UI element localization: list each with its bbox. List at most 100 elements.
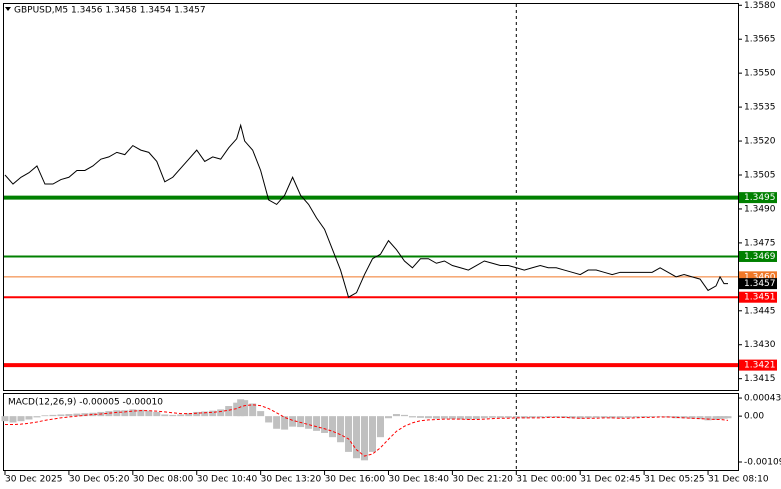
macd-bar — [81, 413, 89, 417]
macd-bar — [640, 416, 648, 418]
y-tick-label: 0.00 — [744, 412, 764, 422]
macd-bar — [337, 416, 345, 443]
y-tick-label: 1.3505 — [744, 171, 776, 181]
macd-bar — [289, 416, 297, 427]
x-tick-label: 31 Dec 02:45 — [580, 475, 641, 485]
macd-bar — [552, 416, 560, 418]
macd-bar — [520, 416, 528, 419]
macd-bar — [33, 416, 41, 418]
x-tick-label: 30 Dec 13:20 — [261, 475, 322, 485]
level-label: 1.3460 — [744, 272, 776, 282]
y-tick-label: 1.3490 — [744, 204, 776, 214]
macd-bar — [209, 410, 217, 417]
macd-bar — [145, 410, 153, 417]
macd-bar — [712, 416, 720, 420]
level-label: 1.3421 — [744, 361, 776, 371]
macd-bar — [704, 416, 712, 421]
level-label: 1.3451 — [744, 293, 776, 303]
macd-bar — [724, 416, 732, 419]
x-tick-label: 30 Dec 2025 — [5, 475, 63, 485]
macd-bar — [496, 416, 504, 418]
x-tick-label: 30 Dec 16:00 — [325, 475, 386, 485]
y-tick-label: -0.00109 — [744, 458, 781, 468]
macd-bar — [368, 416, 376, 452]
macd-bar — [648, 416, 656, 417]
x-tick-label: 30 Dec 18:40 — [388, 475, 449, 485]
macd-bar — [113, 410, 121, 417]
macd-bar — [472, 416, 480, 420]
macd-bar — [201, 411, 209, 417]
macd-bar — [1, 416, 9, 422]
macd-bar — [217, 409, 225, 417]
level-label: 1.3495 — [744, 193, 776, 203]
macd-bar — [249, 403, 257, 417]
macd-bar — [57, 414, 65, 417]
macd-bar — [281, 416, 289, 430]
macd-bar — [193, 411, 201, 417]
macd-bar — [137, 409, 145, 417]
macd-bar — [49, 414, 57, 417]
macd-bar — [568, 416, 576, 419]
title-marker — [5, 7, 11, 11]
macd-bar — [528, 416, 536, 418]
level-label-bg — [739, 250, 777, 262]
macd-bar — [345, 416, 353, 452]
macd-title: MACD(12,26,9) -0.00005 -0.00010 — [8, 398, 163, 408]
macd-bar — [65, 414, 73, 417]
y-tick-label: 1.3565 — [744, 35, 776, 45]
chart-title: GBPUSD,M5 1.3456 1.3458 1.3454 1.3457 — [14, 6, 206, 16]
current-price-label: 1.3457 — [744, 279, 776, 289]
macd-bar — [696, 416, 704, 420]
macd-bar — [504, 416, 512, 418]
macd-bar — [416, 416, 424, 418]
macd-bar — [592, 416, 600, 418]
macd-bar — [512, 416, 520, 418]
current-price-bg — [739, 278, 777, 290]
macd-bar — [273, 416, 281, 429]
macd-bar — [89, 412, 97, 417]
macd-bar — [448, 416, 456, 420]
macd-bar — [329, 416, 337, 438]
y-tick-label: 1.3535 — [744, 103, 776, 113]
macd-bar — [456, 416, 464, 420]
macd-bar — [632, 416, 640, 418]
macd-bar — [313, 416, 321, 431]
y-tick-label: 1.3415 — [744, 374, 776, 384]
macd-bar — [153, 411, 161, 417]
macd-bar — [392, 414, 400, 417]
macd-bar — [105, 411, 113, 417]
level-label-bg — [739, 192, 777, 204]
macd-bar — [408, 416, 416, 418]
macd-bar — [584, 416, 592, 419]
macd-bar — [361, 416, 369, 461]
macd-bar — [321, 416, 329, 433]
price-line — [4, 123, 729, 298]
y-tick-label: 1.3550 — [744, 69, 776, 79]
macd-bar — [720, 416, 728, 419]
level-label-bg — [739, 271, 777, 283]
macd-panel — [3, 393, 739, 471]
macd-bar — [376, 416, 384, 438]
macd-bar — [121, 410, 129, 417]
macd-bar — [305, 416, 313, 429]
macd-bar — [400, 414, 408, 417]
macd-bar — [576, 416, 584, 419]
macd-bar — [716, 416, 724, 420]
x-tick-label: 30 Dec 10:40 — [197, 475, 258, 485]
macd-bar — [297, 416, 305, 428]
macd-bar — [41, 415, 49, 417]
macd-bar — [161, 414, 169, 417]
macd-bar — [241, 400, 249, 417]
x-tick-label: 31 Dec 00:00 — [516, 475, 577, 485]
macd-bar — [536, 416, 544, 418]
macd-bar — [25, 416, 33, 420]
y-tick-label: 1.3580 — [744, 1, 776, 11]
x-tick-label: 30 Dec 21:20 — [452, 475, 513, 485]
macd-bar — [616, 416, 624, 419]
level-label: 1.3469 — [744, 252, 776, 262]
x-tick-label: 31 Dec 08:10 — [708, 475, 769, 485]
macd-bar — [424, 416, 432, 419]
